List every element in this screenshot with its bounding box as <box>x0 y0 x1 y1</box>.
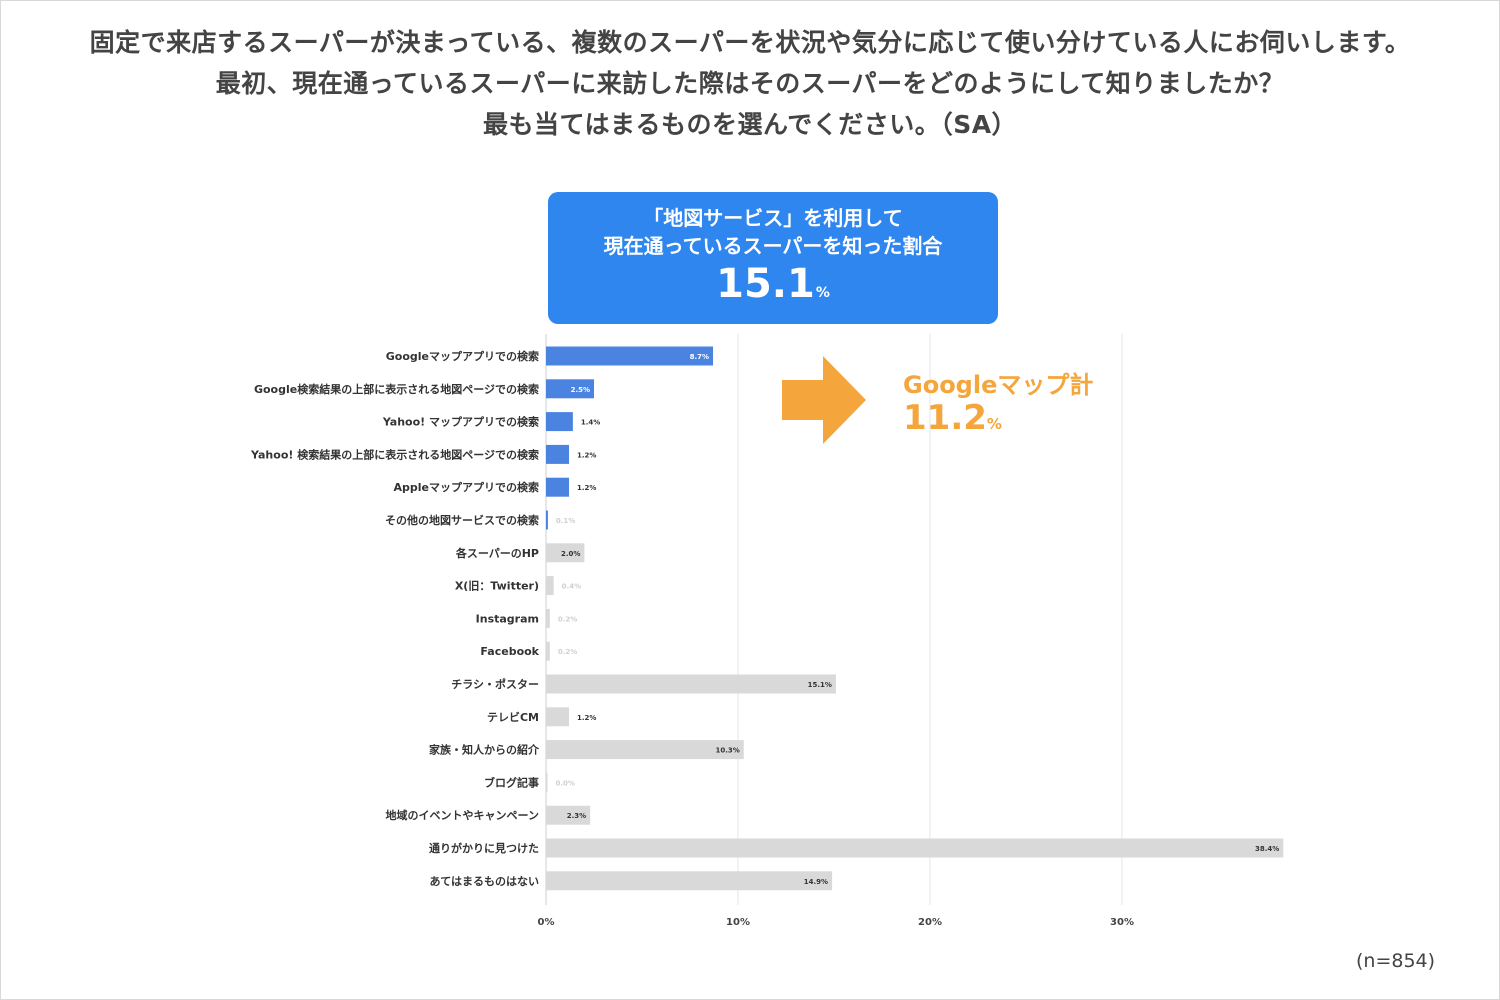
bar-14 <box>546 805 591 825</box>
category-label-14: 地域のイベントやキャンペーン <box>386 808 539 822</box>
value-label-1: 2.5% <box>571 386 590 394</box>
title-line-2: 最初、現在通っているスーパーに来訪した際はそのスーパーをどのようにして知りました… <box>215 69 1285 98</box>
category-label-6: 各スーパーのHP <box>455 546 539 560</box>
category-label-1: Google検索結果の上部に表示される地図ページでの検索 <box>254 382 539 396</box>
callout-value-number: 15.1 <box>716 261 815 307</box>
category-label-10: チラシ・ポスター <box>451 677 539 691</box>
value-label-7: 0.4% <box>562 583 581 591</box>
bar-10 <box>546 674 836 694</box>
title-line-1: 固定で来店するスーパーが決まっている、複数のスーパーを状況や気分に応じて使い分け… <box>89 28 1411 57</box>
callout-line-1: 「地図サービス」を利用して <box>643 206 903 230</box>
value-label-2: 1.4% <box>581 419 600 427</box>
orange-arrow-icon <box>782 356 866 444</box>
chart-title: 固定で来店するスーパーが決まっている、複数のスーパーを状況や気分に応じて使い分け… <box>0 22 1500 145</box>
title-line-3: 最も当てはまるものを選んでください。（SA） <box>482 110 1018 139</box>
value-label-9: 0.2% <box>558 648 577 656</box>
value-label-6: 2.0% <box>561 550 580 558</box>
sample-size: (n=854) <box>1356 950 1436 972</box>
category-label-9: Facebook <box>480 645 539 658</box>
category-label-4: Appleマップアプリでの検索 <box>394 480 540 494</box>
bar-0 <box>546 346 714 366</box>
value-label-11: 1.2% <box>577 714 596 722</box>
bar-12 <box>546 740 744 760</box>
google-maps-total-label: Googleマップ計 <box>903 371 1094 399</box>
google-maps-total-unit: % <box>986 415 1002 433</box>
value-label-8: 0.2% <box>558 615 577 623</box>
category-label-15: 通りがかりに見つけた <box>429 841 539 855</box>
map-service-callout: 「地図サービス」を利用して 現在通っているスーパーを知った割合 15.1% <box>548 192 998 324</box>
category-label-0: Googleマップアプリでの検索 <box>386 349 539 363</box>
value-label-14: 2.3% <box>567 812 586 820</box>
x-tick-label-0: 0% <box>538 917 555 928</box>
x-tick-label-30: 30% <box>1110 917 1134 928</box>
bar-8 <box>546 608 550 628</box>
category-label-8: Instagram <box>476 612 539 625</box>
bar-5 <box>546 510 548 530</box>
category-label-2: Yahoo! マップアプリでの検索 <box>382 415 539 429</box>
category-label-13: ブログ記事 <box>484 775 539 789</box>
value-label-13: 0.0% <box>556 779 575 787</box>
category-label-5: その他の地図サービスでの検索 <box>385 513 539 527</box>
callout-value: 15.1% <box>548 260 998 317</box>
bar-13 <box>546 772 548 792</box>
category-label-12: 家族・知人からの紹介 <box>429 743 540 757</box>
value-label-12: 10.3% <box>715 747 739 755</box>
category-label-7: X(旧：Twitter) <box>455 580 539 593</box>
callout-value-unit: % <box>815 285 830 301</box>
value-label-0: 8.7% <box>690 353 709 361</box>
bar-11 <box>546 707 570 727</box>
x-tick-label-20: 20% <box>918 917 942 928</box>
bar-16 <box>546 871 833 891</box>
google-maps-total-value: 11.2% <box>903 398 1002 438</box>
callout-line-2: 現在通っているスーパーを知った割合 <box>603 234 943 258</box>
bar-2 <box>546 412 573 432</box>
bar-3 <box>546 444 570 464</box>
category-label-16: あてはまるものはない <box>429 875 539 888</box>
value-label-15: 38.4% <box>1255 845 1279 853</box>
bar-6 <box>546 543 585 563</box>
google-maps-total-number: 11.2 <box>903 398 987 438</box>
bar-4 <box>546 477 570 497</box>
bar-1 <box>546 379 594 399</box>
value-label-16: 14.9% <box>804 878 828 886</box>
category-label-3: Yahoo! 検索結果の上部に表示される地図ページでの検索 <box>250 447 539 461</box>
value-label-3: 1.2% <box>577 451 596 459</box>
bar-7 <box>546 576 554 596</box>
bar-15 <box>546 838 1284 858</box>
x-tick-label-10: 10% <box>726 917 750 928</box>
value-label-4: 1.2% <box>577 484 596 492</box>
category-label-11: テレビCM <box>487 710 539 724</box>
value-label-5: 0.1% <box>556 517 575 525</box>
value-label-10: 15.1% <box>808 681 832 689</box>
bar-9 <box>546 641 550 661</box>
